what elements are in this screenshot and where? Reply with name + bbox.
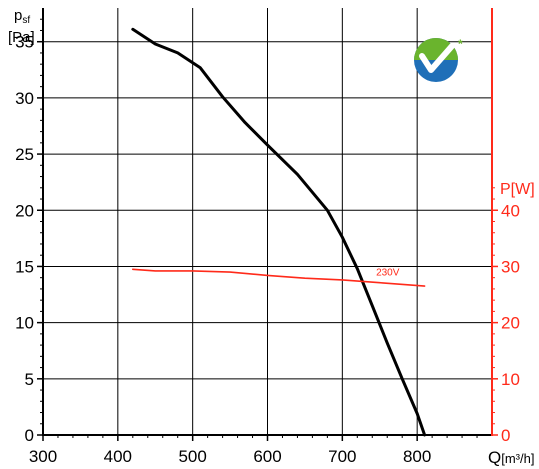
y-left-tick-label: 5 bbox=[25, 370, 34, 389]
y-right-tick-label: 20 bbox=[501, 314, 520, 333]
y-left-tick-label: 0 bbox=[25, 426, 34, 445]
y-right-tick-label: 40 bbox=[501, 201, 520, 220]
y-left-tick-label: 25 bbox=[15, 145, 34, 164]
y-left-tick-label: 35 bbox=[15, 33, 34, 52]
y-axis-label-left: psf bbox=[14, 7, 30, 26]
y-axis-label-sub: sf bbox=[22, 15, 30, 26]
x-axis-label-main: Q bbox=[488, 448, 501, 467]
x-axis-label-unit: [m³/h] bbox=[501, 451, 534, 466]
grid-lines bbox=[43, 8, 492, 435]
green-checkmark-badge-icon: * bbox=[414, 37, 463, 82]
y-left-tick-label: 20 bbox=[15, 201, 34, 220]
tick-labels: 300 400 500 600 700 800 0 5 10 15 20 25 30 35 0 10 20 30 4… bbox=[15, 33, 520, 466]
y-left-tick-label: 10 bbox=[15, 314, 34, 333]
y-axis-label-unit: [Pa] bbox=[8, 29, 35, 46]
x-tick-label: 800 bbox=[403, 447, 431, 466]
x-tick-label: 400 bbox=[104, 447, 132, 466]
y-right-tick-label: 10 bbox=[501, 370, 520, 389]
x-tick-label: 500 bbox=[178, 447, 206, 466]
x-tick-label: 700 bbox=[328, 447, 356, 466]
series-lines: 230V bbox=[131, 27, 427, 437]
y-right-tick-label: 30 bbox=[501, 257, 520, 276]
x-axis-label: Q[m³/h] bbox=[488, 448, 534, 467]
y-axis-label-main: p bbox=[14, 7, 22, 24]
series-label-230v: 230V bbox=[376, 268, 400, 279]
power-curve-line bbox=[132, 268, 426, 287]
y-left-tick-label: 30 bbox=[15, 89, 34, 108]
x-tick-label: 300 bbox=[29, 447, 57, 466]
pressure-curve-line bbox=[131, 27, 427, 437]
x-tick-label: 600 bbox=[253, 447, 281, 466]
y-right-tick-label: 0 bbox=[501, 426, 510, 445]
y-axis-label-right: P[W] bbox=[500, 181, 535, 198]
svg-text:*: * bbox=[458, 37, 463, 51]
y-left-tick-label: 15 bbox=[15, 257, 34, 276]
